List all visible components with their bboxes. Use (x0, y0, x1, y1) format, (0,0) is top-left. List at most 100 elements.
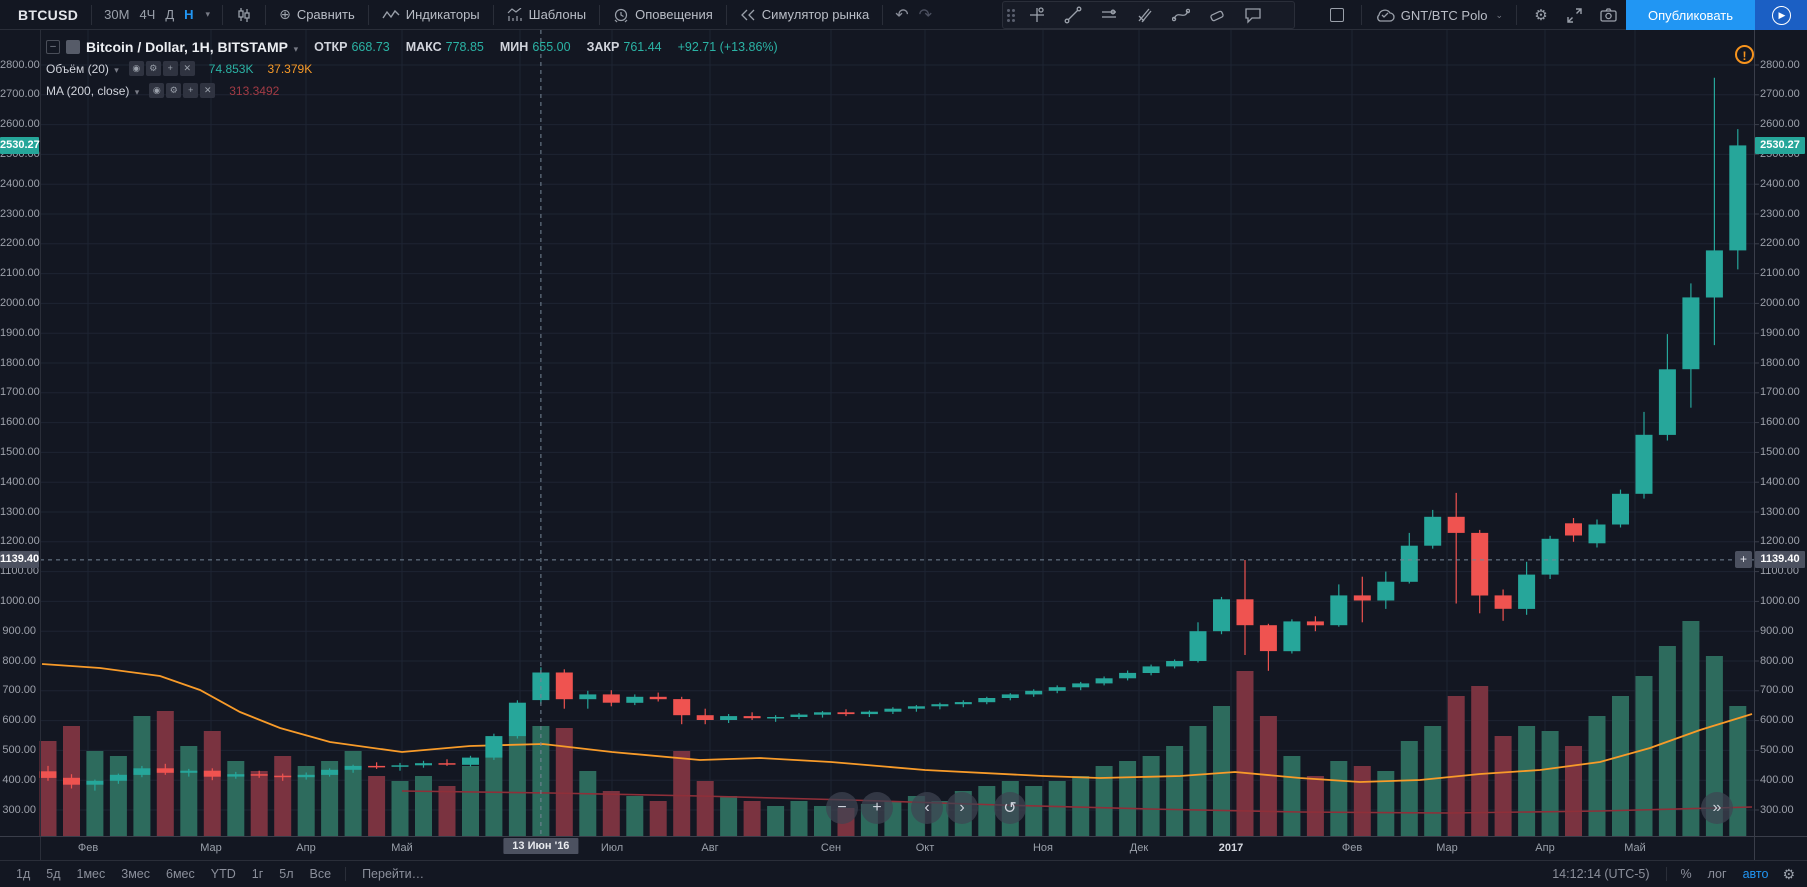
scroll-right-button[interactable]: › (946, 792, 978, 824)
symbol-button[interactable]: BTCUSD (18, 6, 79, 23)
eraser-tool[interactable] (1199, 2, 1235, 28)
range-Все[interactable]: Все (309, 867, 332, 881)
redo-button[interactable]: ↷ (918, 6, 933, 24)
drag-handle[interactable] (1003, 8, 1019, 22)
price-tick-right: 400.00 (1760, 773, 1794, 786)
timeframe-Н[interactable]: Н (184, 7, 194, 22)
indicators-button[interactable]: Индикаторы (376, 0, 486, 29)
cross-tool-icon (1030, 7, 1044, 22)
add-icon[interactable]: + (162, 61, 178, 76)
settings-button[interactable]: ⚙ (1534, 7, 1548, 24)
cloud-layout-select[interactable]: GNT/BTC Polo ⌄ (1369, 0, 1509, 30)
ma-indicator-label[interactable]: MA (200, close) ▾ (46, 83, 140, 98)
legend-title[interactable]: Bitcoin / Dollar, 1H, BITSTAMP ▾ (86, 38, 299, 55)
scroll-left-button[interactable]: ‹ (911, 792, 943, 824)
snapshot-button[interactable] (1592, 0, 1626, 30)
publish-play-panel[interactable]: ▶ (1755, 0, 1807, 30)
cloud-check-icon (1376, 9, 1395, 22)
time-tick: Фев (1341, 842, 1363, 854)
auto-scale-toggle[interactable]: авто (1742, 867, 1769, 881)
time-tick: Мар (1436, 842, 1458, 854)
zoom-out-button[interactable]: − (826, 792, 858, 824)
timeframe-30М[interactable]: 30М (104, 7, 130, 22)
last-price-tag-right: 2530.27 (1755, 136, 1805, 154)
price-tick-left: 500.00 (2, 743, 36, 756)
price-tick-left: 1000.00 (0, 594, 40, 607)
crosshair-plus-icon[interactable]: + (1735, 551, 1752, 569)
visibility-icon[interactable]: ◉ (149, 83, 165, 98)
alerts-button[interactable]: Оповещения (607, 0, 719, 29)
price-tick-left: 1400.00 (0, 475, 40, 488)
trend-line-tool[interactable] (1055, 2, 1091, 28)
range-6мес[interactable]: 6мес (166, 867, 195, 881)
price-tick-left: 1900.00 (0, 326, 40, 339)
price-tick-left: 1100.00 (0, 565, 39, 578)
range-1г[interactable]: 1г (251, 867, 264, 881)
range-1мес[interactable]: 1мес (76, 867, 106, 881)
pitchfork-tool[interactable] (1127, 2, 1163, 28)
crosshair-time-tag: 13 Июн '16 (503, 838, 579, 854)
collapse-legend-icon[interactable]: – (46, 39, 60, 54)
curve-tool-icon (1172, 8, 1190, 22)
chevron-down-icon: ▾ (134, 86, 140, 97)
chart-legend: – Bitcoin / Dollar, 1H, BITSTAMP ▾ ОТКР 6… (46, 38, 778, 104)
alert-warning-icon[interactable]: ! (1735, 45, 1754, 64)
replay-button[interactable]: Симулятор рынка (734, 0, 875, 29)
time-tick: Фев (77, 842, 99, 854)
undo-button[interactable]: ↶ (895, 6, 909, 24)
zoom-in-button[interactable]: + (861, 792, 893, 824)
range-group: 1д 5д 1мес 3мес 6мес YTD 1г 5л Все (0, 867, 339, 881)
volume-indicator-buttons: ◉ ⚙ + ✕ (128, 61, 195, 76)
log-scale-toggle[interactable]: лог (1707, 867, 1727, 881)
volume-indicator-label[interactable]: Объём (20) ▾ (46, 61, 119, 76)
top-toolbar: BTCUSD 30М 4Ч Д Н ▾ ⊕ Сравнить Индикаторы Ша… (0, 0, 1807, 30)
fullscreen-button[interactable] (1558, 0, 1592, 30)
chart-style-button[interactable] (230, 0, 258, 29)
chart-properties-icon[interactable] (66, 39, 80, 54)
goto-realtime-button[interactable]: » (1701, 792, 1733, 824)
range-1д[interactable]: 1д (16, 867, 31, 881)
time-tick: Апр (1535, 842, 1555, 854)
price-tick-right: 600.00 (1760, 714, 1794, 727)
add-icon[interactable]: + (183, 83, 199, 98)
compare-button[interactable]: ⊕ Сравнить (279, 6, 355, 22)
range-YTD[interactable]: YTD (210, 867, 236, 881)
timeframe-Д[interactable]: Д (165, 7, 175, 22)
layout-grid-button[interactable] (1320, 0, 1354, 30)
alarm-clock-icon (614, 8, 628, 22)
timeframe-4Ч[interactable]: 4Ч (139, 7, 156, 22)
percent-scale-toggle[interactable]: % (1680, 867, 1692, 881)
range-5д[interactable]: 5д (46, 867, 61, 881)
gear-icon[interactable]: ⚙ (145, 61, 161, 76)
crosshair-price-tag-right: 1139.40 (1755, 551, 1805, 569)
clock[interactable]: 14:12:14 (UTC-5) (1552, 867, 1650, 881)
close-icon[interactable]: ✕ (200, 83, 216, 98)
time-tick: 2017 (1218, 842, 1244, 854)
time-tick: Апр (296, 842, 316, 854)
price-tick-left: 1800.00 (0, 356, 40, 369)
comment-tool[interactable] (1235, 2, 1271, 28)
scale-settings-gear-icon[interactable]: ⚙ (1782, 865, 1795, 882)
price-tick-left: 2600.00 (0, 118, 40, 131)
low-value: МИН 655.00 (499, 39, 571, 54)
horizontal-line-tool[interactable] (1091, 2, 1127, 28)
curve-tool[interactable] (1163, 2, 1199, 28)
reset-button[interactable]: ↺ (994, 792, 1026, 824)
timeframe-dropdown-icon[interactable]: ▾ (205, 9, 211, 19)
range-3мес[interactable]: 3мес (121, 867, 150, 881)
publish-button[interactable]: Опубликовать (1625, 0, 1755, 30)
range-5л[interactable]: 5л (279, 867, 294, 881)
eraser-tool-icon (1210, 10, 1224, 22)
price-tick-right: 900.00 (1760, 624, 1794, 637)
crosshair-price-tag-left: 1139.40 (0, 551, 39, 569)
ma-indicator-buttons: ◉ ⚙ + ✕ (149, 83, 216, 98)
gear-icon[interactable]: ⚙ (166, 83, 182, 98)
separator (1360, 5, 1362, 25)
cross-tool[interactable] (1019, 2, 1055, 28)
price-tick-right: 800.00 (1760, 654, 1794, 667)
visibility-icon[interactable]: ◉ (128, 61, 144, 76)
templates-button[interactable]: Шаблоны (501, 0, 593, 29)
goto-date-button[interactable]: Перейти… (362, 867, 425, 881)
close-icon[interactable]: ✕ (179, 61, 195, 76)
